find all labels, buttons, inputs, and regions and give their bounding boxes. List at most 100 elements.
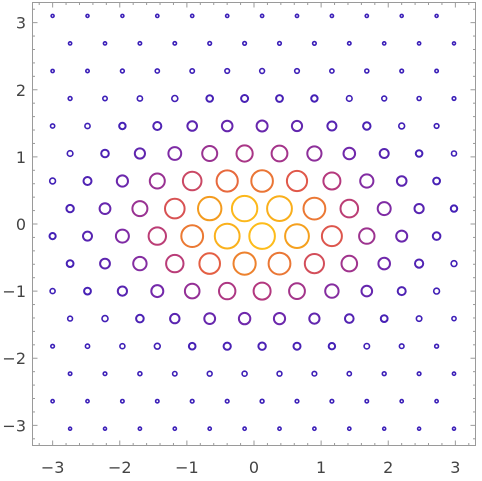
scatter-point	[135, 313, 145, 324]
y-tick-label: 2	[16, 81, 26, 100]
scatter-point	[379, 314, 389, 324]
scatter-point	[267, 251, 292, 276]
scatter-point	[102, 41, 108, 46]
scatter-point	[416, 41, 422, 46]
scatter-point	[67, 95, 73, 102]
scatter-point	[284, 223, 310, 250]
scatter-point	[85, 398, 90, 404]
scatter-point	[232, 251, 257, 276]
scatter-point	[65, 259, 75, 269]
scatter-point	[399, 398, 405, 404]
scatter-point	[154, 13, 160, 19]
scatter-point	[399, 68, 405, 74]
scatter-point	[119, 398, 125, 404]
scatter-point	[381, 95, 388, 102]
scatter-point	[329, 398, 335, 404]
scatter-point	[48, 177, 57, 185]
scatter-point	[136, 95, 144, 102]
scatter-point	[360, 284, 374, 298]
scatter-point	[114, 228, 130, 244]
scatter-point	[50, 13, 55, 19]
scatter-point	[311, 40, 318, 47]
scatter-point	[207, 40, 213, 47]
scatter-point	[83, 286, 92, 296]
scatter-point	[171, 370, 178, 377]
scatter-point	[415, 315, 423, 323]
scatter-point	[220, 119, 234, 133]
x-tick-label: 2	[383, 458, 393, 477]
scatter-point	[224, 13, 230, 19]
scatter-point	[294, 398, 300, 404]
scatter-point	[308, 312, 321, 325]
scatter-point	[451, 371, 457, 377]
scatter-point	[363, 68, 370, 74]
scatter-point	[344, 313, 355, 324]
scatter-point	[416, 371, 422, 377]
scatter-point	[258, 67, 266, 75]
scatter-point	[50, 68, 56, 74]
scatter-point	[132, 255, 148, 272]
scatter-point	[213, 222, 241, 250]
scatter-point	[66, 149, 74, 158]
scatter-point	[237, 311, 252, 326]
scatter-point	[187, 341, 197, 351]
scatter-point	[395, 175, 408, 187]
scatter-point	[230, 194, 259, 223]
y-tick-label: −2	[2, 349, 26, 368]
scatter-point	[102, 95, 109, 102]
scatter-point	[49, 123, 56, 129]
scatter-point	[242, 40, 248, 47]
scatter-point	[137, 40, 143, 46]
x-tick-label: −3	[41, 458, 65, 477]
scatter-point	[120, 13, 125, 19]
scatter-point	[275, 94, 284, 103]
scatter-point	[320, 225, 343, 248]
scatter-point	[197, 195, 223, 222]
y-tick-label: −1	[2, 282, 26, 301]
scatter-point	[451, 315, 457, 322]
scatter-point	[189, 398, 195, 404]
scatter-point	[377, 256, 392, 271]
marker-layer	[48, 13, 459, 432]
scatter-point	[172, 40, 178, 46]
scatter-point	[272, 312, 287, 326]
scatter-point	[98, 202, 112, 216]
scatter-point	[84, 343, 91, 350]
scatter-point	[100, 148, 110, 159]
scatter-point	[450, 259, 458, 268]
scatter-point	[131, 200, 149, 218]
scatter-point	[119, 68, 126, 74]
scatter-point	[257, 341, 267, 351]
scatter-point	[432, 176, 442, 186]
scatter-point	[49, 343, 56, 349]
scatter-point	[67, 371, 73, 377]
scatter-point	[293, 67, 301, 75]
scatter-point	[49, 287, 56, 295]
scatter-point	[381, 371, 387, 377]
scatter-point	[133, 147, 146, 160]
scatter-point	[398, 122, 406, 130]
scatter-point	[449, 204, 459, 213]
scatter-point	[201, 145, 219, 162]
scatter-point	[180, 224, 205, 249]
scatter-point	[398, 343, 405, 350]
scatter-point	[346, 40, 352, 46]
scatter-point	[148, 172, 166, 190]
scatter-point	[327, 342, 337, 351]
scatter-point	[48, 232, 57, 241]
scatter-point	[164, 197, 186, 220]
scatter-point	[82, 176, 93, 186]
scatter-point	[198, 252, 221, 275]
scatter-point	[363, 342, 371, 350]
scatter-point	[306, 145, 323, 162]
scatter-point	[339, 198, 360, 219]
scatter-point	[250, 169, 274, 193]
scatter-point	[119, 342, 126, 350]
scatter-point	[340, 254, 359, 273]
scatter-point	[381, 426, 387, 432]
scatter-point	[362, 121, 372, 131]
scatter-point	[364, 13, 370, 19]
scatter-point	[67, 426, 73, 432]
scatter-point	[431, 231, 442, 241]
scatter-point	[290, 119, 304, 133]
